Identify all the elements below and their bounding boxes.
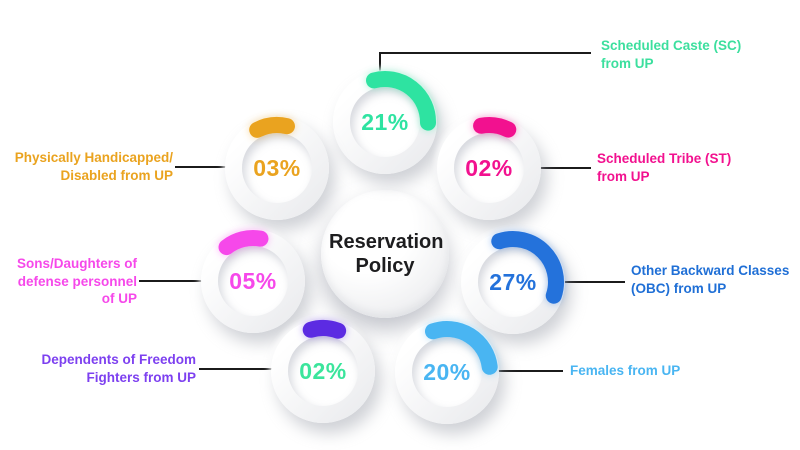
gauge-hole <box>288 336 358 406</box>
label-line: Fighters from UP <box>86 369 196 385</box>
connector-line-sc-vertical <box>379 52 381 73</box>
label-line: Scheduled Tribe (ST) <box>597 151 732 166</box>
gauge-arc <box>249 117 295 138</box>
label-line: Physically Handicapped/ <box>14 150 173 165</box>
label-line: from UP <box>601 55 654 71</box>
gauge-scheduled-caste: 21% <box>333 70 437 174</box>
label-line: Dependents of Freedom <box>41 352 196 367</box>
gauge-value: 05% <box>229 267 277 294</box>
label-physically-handicapped: Physically Handicapped/ Disabled from UP <box>0 149 173 184</box>
label-scheduled-caste: Scheduled Caste (SC) from UP <box>601 37 741 72</box>
gauge-arc <box>491 231 564 304</box>
gauge-hole <box>350 87 420 157</box>
gauge-value: 20% <box>423 358 471 385</box>
center-circle: Reservation Policy <box>321 190 449 318</box>
label-freedom-fighters: Dependents of Freedom Fighters from UP <box>18 351 196 386</box>
connector-line-st <box>534 167 591 169</box>
label-line: Disabled from UP <box>60 167 173 183</box>
gauge-value: 21% <box>361 108 409 135</box>
label-line: from UP <box>597 168 650 184</box>
gauge-value: 27% <box>489 268 537 295</box>
gauge-arc <box>473 117 517 138</box>
label-line: Females from UP <box>570 363 681 378</box>
label-line: Scheduled Caste (SC) <box>601 38 742 53</box>
gauge-value: 03% <box>253 154 301 181</box>
gauge-freedom-fighters: 02% <box>271 319 375 423</box>
gauge-scheduled-tribe: 02% <box>437 116 541 220</box>
gauge-value: 02% <box>299 357 347 384</box>
label-line: (OBC) from UP <box>631 280 727 296</box>
label-defense-personnel: Sons/Daughters of defense personnel of U… <box>0 255 137 308</box>
connector-line-obc <box>559 281 625 283</box>
label-females: Females from UP <box>570 362 680 380</box>
connector-line-defense <box>139 280 204 282</box>
connector-line-ph <box>175 166 228 168</box>
gauge-other-backward-classes: 27% <box>461 230 565 334</box>
connector-line-freedom <box>199 368 274 370</box>
gauge-arc <box>366 71 437 131</box>
gauge-arc <box>302 320 347 339</box>
connector-line-sc <box>379 52 591 54</box>
label-line: Other Backward Classes <box>631 263 790 278</box>
gauge-females: 20% <box>395 320 499 424</box>
gauge-defense-personnel: 05% <box>201 229 305 333</box>
chart-title: Reservation Policy <box>329 231 444 277</box>
connector-line-females <box>498 370 563 372</box>
gauge-arc <box>218 230 269 256</box>
gauge-hole <box>454 133 524 203</box>
label-line: defense personnel <box>17 273 137 289</box>
label-line: Sons/Daughters of <box>16 256 137 271</box>
label-other-backward-classes: Other Backward Classes (OBC) from UP <box>631 262 789 297</box>
gauge-arc <box>425 321 498 375</box>
gauge-value: 02% <box>465 154 513 181</box>
label-line: of UP <box>101 291 137 306</box>
label-scheduled-tribe: Scheduled Tribe (ST) from UP <box>597 150 731 185</box>
gauge-hole <box>412 337 482 407</box>
gauge-hole <box>218 246 288 316</box>
gauge-hole <box>242 133 312 203</box>
gauge-physically-handicapped: 03% <box>225 116 329 220</box>
gauge-hole <box>478 247 548 317</box>
